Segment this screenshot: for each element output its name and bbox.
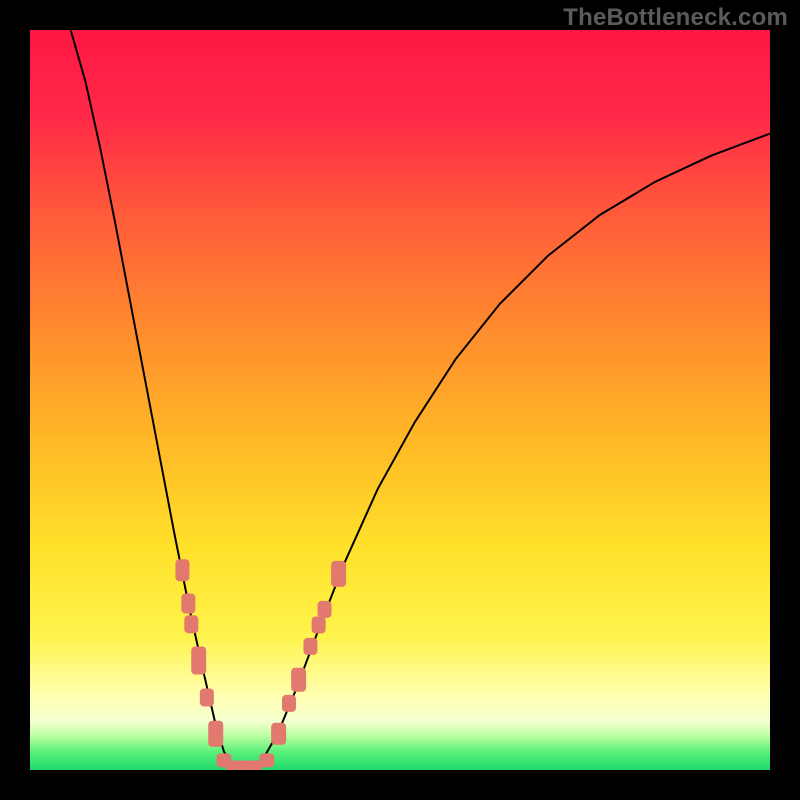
curve-marker <box>200 688 214 706</box>
curve-marker <box>318 601 332 618</box>
curve-marker <box>282 695 296 712</box>
gradient-background <box>30 30 770 770</box>
curve-marker <box>312 616 326 633</box>
curve-marker <box>175 559 189 581</box>
curve-marker <box>271 723 286 745</box>
plot-area <box>30 30 770 770</box>
curve-marker <box>331 561 346 587</box>
plot-svg <box>30 30 770 770</box>
curve-marker <box>208 721 223 747</box>
curve-marker <box>191 646 206 674</box>
curve-marker <box>181 594 195 614</box>
curve-marker <box>303 638 317 655</box>
watermark-text: TheBottleneck.com <box>563 4 788 32</box>
curve-marker <box>291 668 306 692</box>
curve-marker <box>259 753 274 767</box>
chart-stage: TheBottleneck.com <box>0 0 800 800</box>
curve-marker <box>184 615 198 633</box>
curve-marker <box>242 761 262 770</box>
